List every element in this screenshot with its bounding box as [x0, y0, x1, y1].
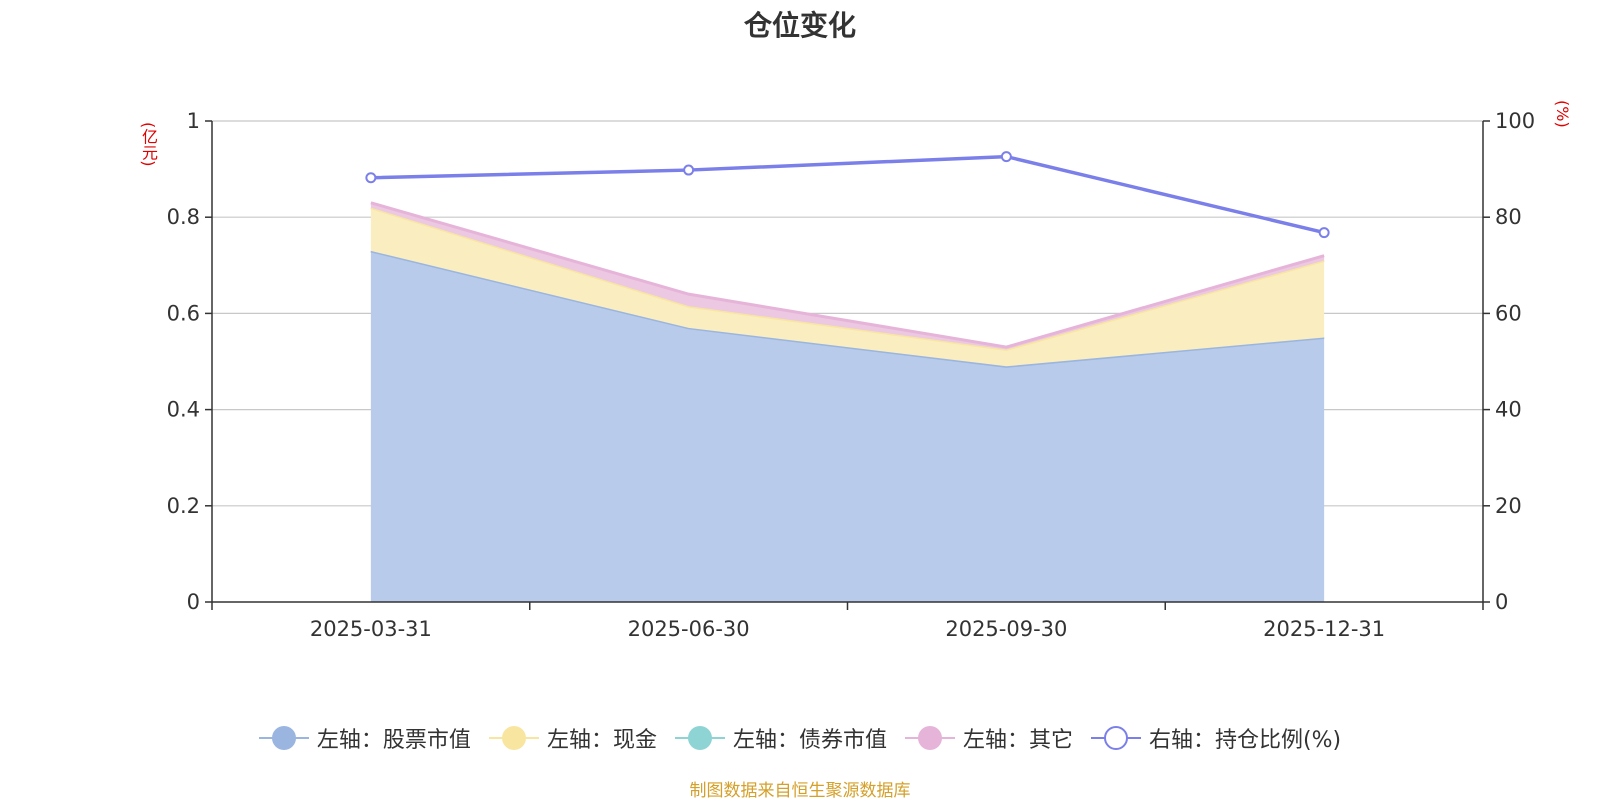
right-tick-label: 80	[1495, 205, 1522, 229]
chart-title: 仓位变化	[743, 9, 856, 42]
legend-marker-icon	[904, 725, 955, 751]
right-tick-label: 0	[1495, 590, 1508, 614]
legend-item[interactable]: 左轴：债券市值	[674, 722, 887, 754]
left-tick-label: 0.8	[167, 205, 200, 229]
source-note: 制图数据来自恒生聚源数据库	[689, 781, 911, 801]
legend-label: 右轴：持仓比例(%)	[1148, 728, 1342, 753]
left-tick-label: 1	[187, 109, 200, 133]
legend-item[interactable]: 左轴：股票市值	[258, 722, 471, 754]
left-tick-label: 0.2	[167, 494, 200, 518]
legend-item[interactable]: 左轴：其它	[904, 722, 1073, 754]
legend-label: 左轴：债券市值	[732, 728, 887, 753]
left-tick-label: 0.6	[167, 301, 200, 325]
line-point	[1318, 227, 1330, 239]
left-tick-label: 0.4	[167, 398, 200, 422]
right-tick-label: 20	[1495, 494, 1522, 518]
legend-marker-icon	[488, 725, 539, 751]
legend-label: 左轴：其它	[962, 728, 1073, 753]
line-series-layer	[365, 151, 1330, 239]
x-tick-label: 2025-09-30	[945, 617, 1067, 641]
legend-marker-icon	[1090, 725, 1141, 751]
line-point	[683, 164, 695, 176]
legend-label: 左轴：现金	[546, 728, 657, 753]
line-point	[1000, 151, 1012, 163]
axes: 0 0.2 0.4 0.6 0.8 1 0 20 40 60 80 100 2025-03-31 2025…	[167, 109, 1536, 641]
legend-item[interactable]: 左轴：现金	[488, 722, 657, 754]
right-axis-unit-label: (%)	[1553, 100, 1572, 128]
right-tick-label: 40	[1495, 398, 1522, 422]
x-tick-label: 2025-03-31	[310, 617, 432, 641]
x-tick-label: 2025-06-30	[628, 617, 750, 641]
left-tick-label: 0	[187, 590, 200, 614]
left-axis-unit-label: (亿元)	[139, 122, 158, 167]
right-tick-label: 100	[1495, 109, 1535, 133]
line-point	[365, 172, 377, 184]
legend-item[interactable]: 右轴：持仓比例(%)	[1090, 722, 1342, 754]
legend: 左轴：股票市值 左轴：现金 左轴：债券市值 左轴：其它 右轴：持仓比例(%)	[0, 722, 1600, 754]
area-edge-左轴：其它	[370, 201, 1325, 349]
area-左轴：股票市值	[370, 250, 1325, 602]
x-tick-label: 2025-12-31	[1263, 617, 1385, 641]
area-series-layer	[370, 201, 1325, 602]
area-左轴：现金	[370, 207, 1325, 367]
line-右轴：持仓比例(%)	[370, 154, 1325, 235]
legend-label: 左轴：股票市值	[316, 728, 471, 753]
right-tick-label: 60	[1495, 301, 1522, 325]
legend-marker-icon	[674, 725, 725, 751]
legend-marker-icon	[258, 725, 309, 751]
